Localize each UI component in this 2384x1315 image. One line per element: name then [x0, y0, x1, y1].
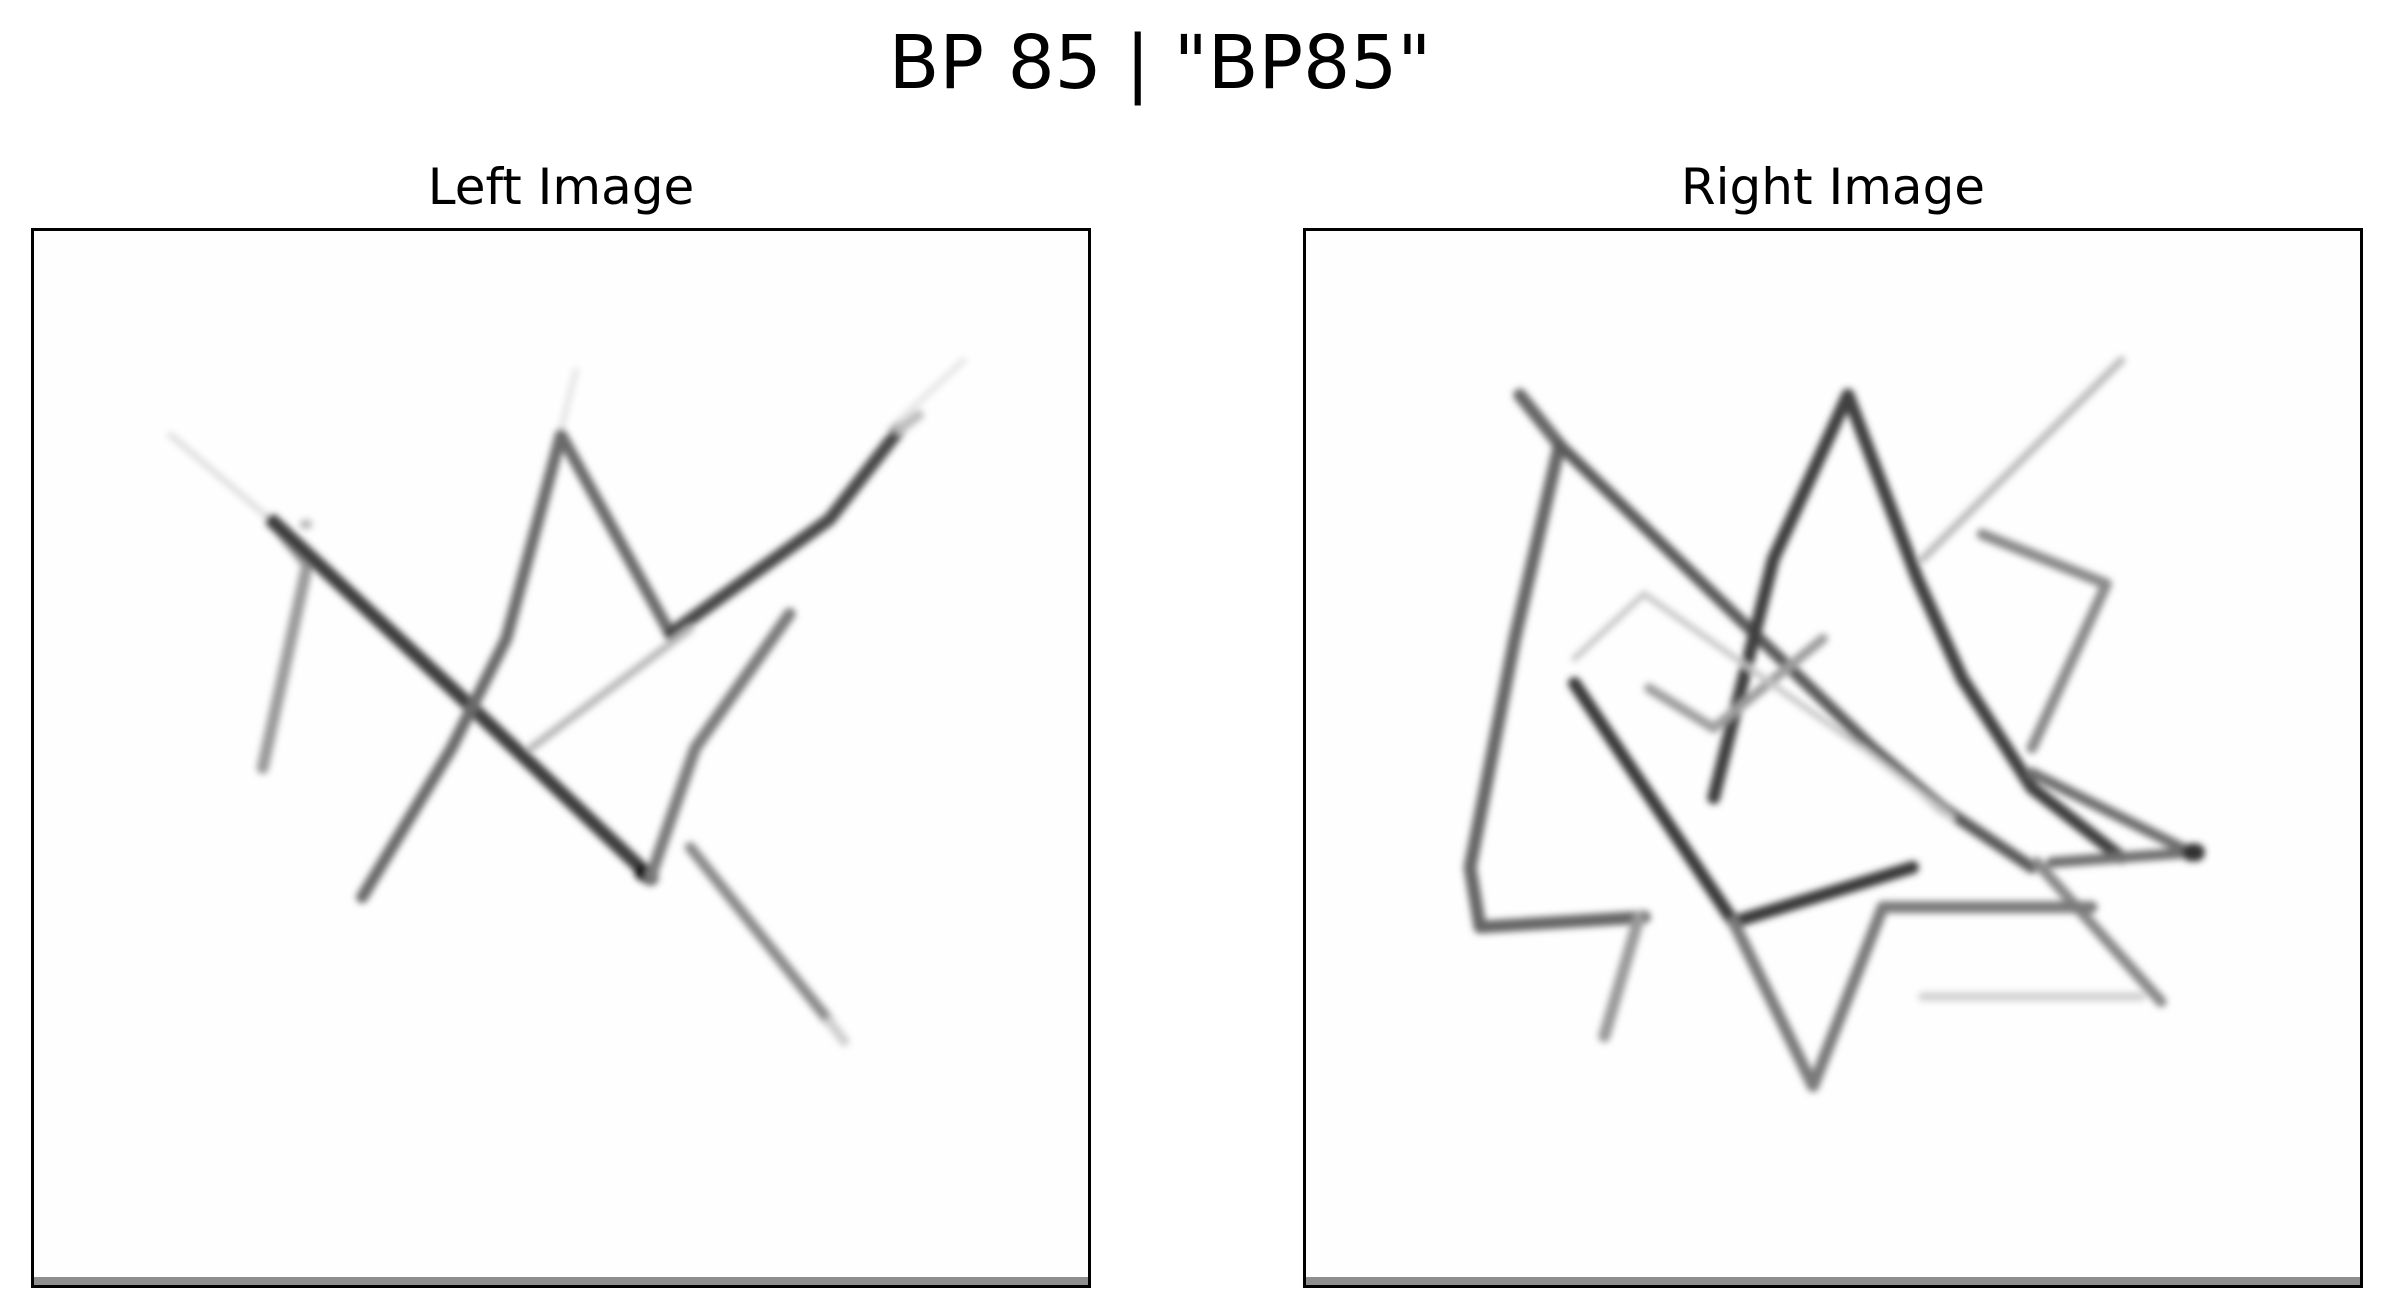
- left-image-strokes: [167, 357, 967, 1047]
- right-image-strokes: [1463, 356, 2205, 1093]
- figure-title: BP 85 | "BP85": [888, 20, 1432, 106]
- right-image-title: Right Image: [1680, 158, 1986, 216]
- left-image-title: Left Image: [427, 158, 695, 216]
- right-image-panel: [1303, 228, 2363, 1288]
- left-image-panel: [31, 228, 1091, 1288]
- right-image-bottom-edge: [1306, 1277, 2360, 1285]
- left-image-bottom-edge: [34, 1277, 1088, 1285]
